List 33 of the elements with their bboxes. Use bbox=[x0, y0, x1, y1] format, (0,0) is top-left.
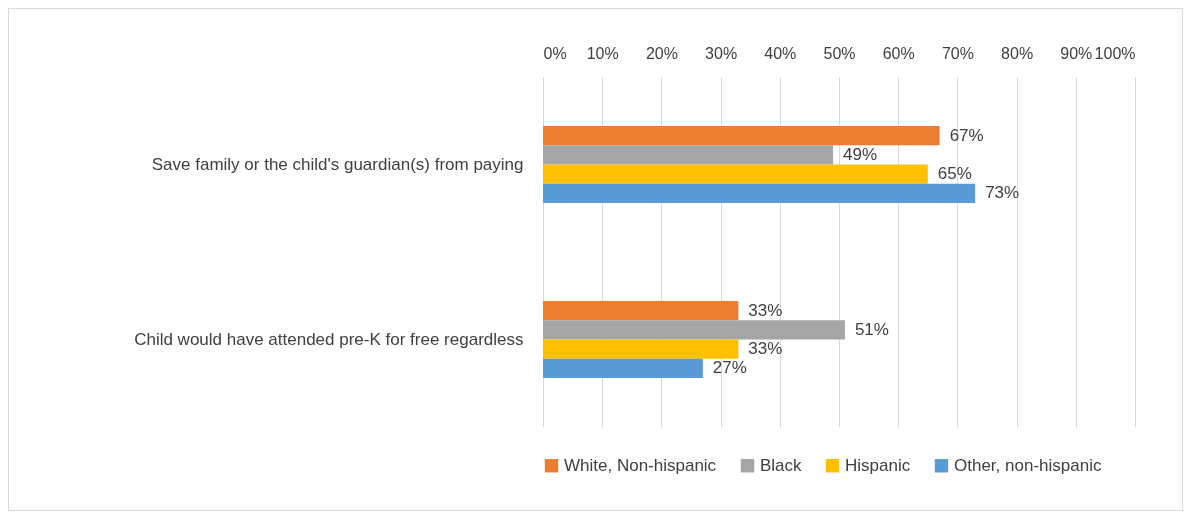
x-tick-label: 60% bbox=[882, 44, 915, 62]
y-tick-label: Child would have attended pre-K for free regardless bbox=[134, 329, 524, 349]
legend-label: Black bbox=[760, 455, 803, 475]
x-tick-label: 40% bbox=[764, 44, 797, 62]
bar bbox=[543, 320, 845, 340]
x-tick-label: 70% bbox=[941, 44, 974, 62]
x-tick-label: 30% bbox=[705, 44, 738, 62]
data-label: 73% bbox=[985, 183, 1020, 203]
data-label: 49% bbox=[843, 144, 878, 164]
x-tick-label: 90% bbox=[1060, 44, 1093, 62]
bar bbox=[543, 358, 703, 378]
x-tick-label: 100% bbox=[1094, 44, 1136, 62]
bar bbox=[543, 126, 940, 146]
bar bbox=[543, 183, 976, 203]
data-label: 33% bbox=[748, 339, 783, 359]
bar bbox=[543, 301, 739, 321]
x-tick-label: 20% bbox=[645, 44, 678, 62]
data-label: 65% bbox=[937, 164, 972, 184]
bar bbox=[543, 164, 928, 184]
x-tick-label: 50% bbox=[823, 44, 856, 62]
data-label: 33% bbox=[748, 300, 783, 320]
x-tick-label: 0% bbox=[543, 44, 567, 62]
legend-label: White, Non-hispanic bbox=[564, 455, 717, 475]
data-label: 51% bbox=[854, 319, 889, 339]
bar bbox=[543, 339, 739, 359]
data-label: 27% bbox=[712, 358, 747, 378]
legend-label: Other, non-hispanic bbox=[954, 455, 1102, 475]
x-tick-label: 80% bbox=[1001, 44, 1034, 62]
y-tick-label: Save family or the child's guardian(s) from paying bbox=[151, 154, 524, 174]
data-label: 67% bbox=[949, 125, 984, 145]
x-tick-label: 10% bbox=[586, 44, 619, 62]
legend-label: Hispanic bbox=[845, 455, 911, 475]
bar bbox=[543, 145, 834, 165]
